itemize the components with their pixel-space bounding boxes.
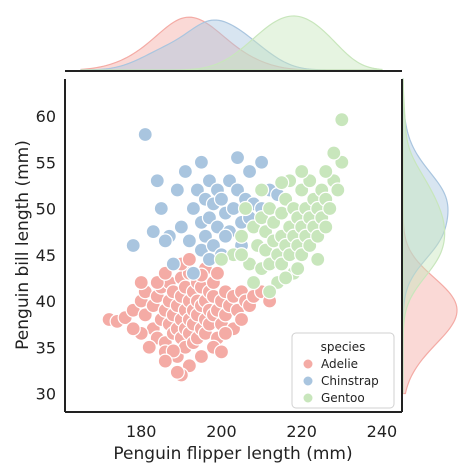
legend-label-adelie: Adelie: [321, 357, 358, 371]
point-gentoo: [294, 163, 310, 180]
legend-label-chinstrap: Chinstrap: [321, 374, 379, 388]
point-chinstrap: [185, 200, 201, 217]
point-gentoo: [274, 175, 290, 191]
y-tick-label: 60: [36, 107, 56, 126]
point-adelie: [209, 265, 226, 281]
y-tick-label: 45: [36, 246, 56, 265]
x-tick-label: 220: [286, 422, 317, 441]
point-adelie: [165, 343, 181, 359]
point-gentoo: [233, 247, 250, 263]
point-adelie: [193, 348, 210, 365]
y-tick-labels: 30 35 40 45 50 55 60: [36, 107, 56, 404]
point-chinstrap: [165, 256, 181, 272]
legend-title: species: [321, 340, 366, 354]
point-gentoo: [322, 200, 338, 217]
point-chinstrap: [125, 237, 141, 254]
point-gentoo: [330, 182, 346, 198]
point-gentoo: [233, 228, 250, 244]
point-gentoo: [310, 251, 326, 267]
point-gentoo: [290, 261, 306, 277]
right-density-gentoo: [402, 78, 446, 394]
legend-label-gentoo: Gentoo: [321, 391, 365, 405]
point-adelie: [133, 274, 149, 291]
x-tick-label: 240: [367, 422, 398, 441]
point-chinstrap: [137, 126, 153, 143]
point-gentoo: [334, 112, 350, 128]
x-axis-label: Penguin flipper length (mm): [113, 444, 352, 464]
point-adelie: [181, 251, 197, 267]
point-chinstrap: [241, 163, 258, 180]
right-marginal-density: [402, 78, 458, 395]
point-adelie: [169, 364, 185, 380]
point-gentoo: [262, 284, 278, 300]
point-gentoo: [253, 182, 270, 198]
y-tick-label: 55: [36, 153, 56, 172]
point-chinstrap: [229, 150, 246, 166]
point-chinstrap: [153, 200, 169, 217]
y-tick-label: 30: [36, 385, 56, 404]
point-chinstrap: [217, 228, 234, 244]
point-chinstrap: [169, 182, 185, 198]
y-axis-label: Penguin bill length (mm): [13, 140, 33, 350]
x-tick-label: 200: [206, 422, 237, 441]
point-gentoo: [326, 145, 342, 161]
main-plot-area: [64, 70, 403, 413]
legend-marker-adelie: [302, 358, 314, 370]
point-chinstrap: [149, 173, 165, 189]
point-gentoo: [213, 251, 230, 267]
point-gentoo: [318, 163, 334, 180]
y-tick-label: 40: [36, 292, 56, 311]
point-gentoo: [318, 219, 334, 235]
point-chinstrap: [185, 265, 201, 281]
top-marginal-density: [80, 15, 383, 71]
point-adelie: [157, 353, 173, 369]
point-gentoo: [237, 200, 254, 217]
legend-marker-gentoo: [302, 392, 314, 404]
point-chinstrap: [193, 154, 210, 170]
legend-marker-chinstrap: [302, 375, 314, 387]
x-tick-labels: 180 200 220 240: [126, 422, 397, 441]
point-chinstrap: [213, 191, 230, 207]
legend: species Adelie Chinstrap Gentoo: [291, 332, 395, 409]
y-tick-label: 35: [36, 338, 56, 357]
point-adelie: [141, 339, 157, 355]
point-chinstrap: [181, 233, 197, 249]
point-adelie: [233, 311, 250, 328]
point-chinstrap: [177, 163, 193, 180]
point-adelie: [125, 321, 141, 337]
y-tick-label: 50: [36, 200, 56, 219]
point-adelie: [217, 325, 234, 341]
point-gentoo: [245, 274, 262, 291]
point-chinstrap: [145, 224, 161, 240]
x-tick-label: 180: [126, 422, 157, 441]
point-adelie: [213, 344, 230, 360]
scatter-points: [101, 112, 350, 383]
legend-box: [291, 332, 395, 409]
point-gentoo: [278, 270, 294, 286]
point-chinstrap: [157, 233, 173, 249]
point-chinstrap: [173, 219, 189, 235]
point-chinstrap: [253, 154, 270, 170]
